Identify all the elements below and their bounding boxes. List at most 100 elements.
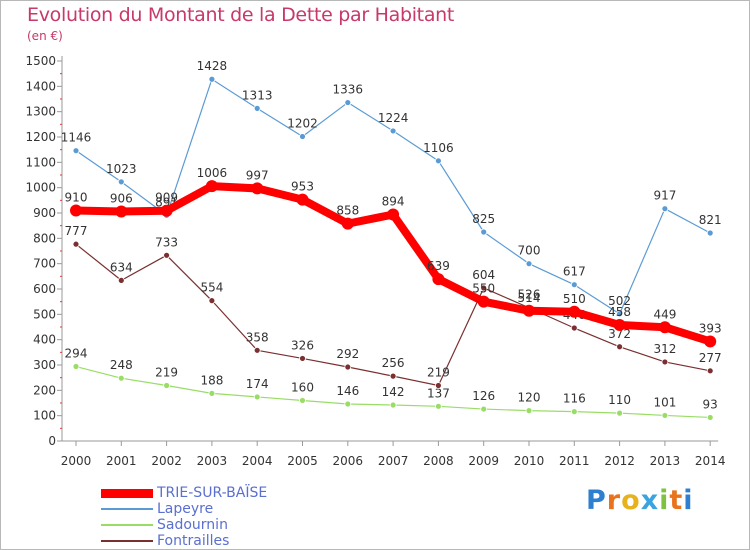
data-label-lapeyre: 1224 [378,111,409,125]
data-point-lapeyre [661,205,669,213]
data-label-sadournin: 101 [653,395,676,409]
data-point-trie-sur-ba-se [523,304,535,317]
x-tick-label: 2001 [106,454,137,468]
data-label-trie-sur-ba-se: 910 [65,190,88,204]
data-point-sadournin [480,405,488,413]
logo-letter: o [621,485,641,516]
data-point-sadournin [434,402,442,410]
data-point-trie-sur-ba-se [658,321,671,334]
legend-label: TRIE-SUR-BAÏSE [157,485,268,501]
data-label-sadournin: 174 [246,377,269,391]
logo-letter: x [640,485,660,516]
data-label-fontrailles: 733 [155,235,178,249]
data-point-fontrailles [253,346,261,354]
y-tick-label: 100 [33,409,56,423]
x-tick-label: 2000 [61,454,92,468]
data-point-trie-sur-ba-se [251,182,264,195]
data-point-sadournin [163,382,171,389]
data-label-lapeyre: 1202 [287,116,318,130]
y-tick-label: 1500 [25,54,56,68]
data-label-trie-sur-ba-se: 906 [110,191,133,205]
data-label-trie-sur-ba-se: 458 [608,305,631,319]
data-point-trie-sur-ba-se [205,180,218,193]
data-label-trie-sur-ba-se: 953 [291,180,314,194]
data-point-trie-sur-ba-se [70,204,82,217]
data-point-sadournin [616,409,623,417]
legend-swatch [101,540,153,542]
data-point-trie-sur-ba-se [160,204,173,217]
logo-letter: t [669,485,684,516]
data-point-lapeyre [208,75,216,83]
y-tick-label: 600 [33,282,56,296]
data-label-sadournin: 294 [65,347,88,361]
data-label-sadournin: 93 [703,397,718,411]
x-tick-label: 2013 [650,454,681,468]
x-tick-label: 2006 [333,454,364,468]
x-tick-label: 2010 [514,454,545,468]
data-point-trie-sur-ba-se [613,318,626,331]
data-label-sadournin: 146 [336,384,359,398]
y-tick-label: 400 [33,333,56,347]
x-tick-label: 2007 [378,454,409,468]
y-tick-label: 1400 [25,79,56,93]
data-point-fontrailles [299,355,306,362]
data-label-trie-sur-ba-se: 393 [699,321,722,335]
data-point-sadournin [299,397,306,404]
x-tick-label: 2012 [604,454,635,468]
legend-swatch [101,488,153,498]
data-label-fontrailles: 219 [427,366,450,380]
data-label-lapeyre: 502 [608,294,631,308]
x-tick-label: 2004 [242,454,273,468]
data-label-trie-sur-ba-se: 510 [563,292,586,306]
data-point-lapeyre [434,157,442,165]
data-label-trie-sur-ba-se: 514 [518,291,541,305]
legend-swatch [101,508,153,510]
data-label-sadournin: 126 [472,389,495,403]
data-label-fontrailles: 256 [382,356,405,370]
data-point-trie-sur-ba-se [704,335,717,348]
data-label-lapeyre: 825 [472,212,495,226]
y-tick-label: 700 [33,257,56,271]
data-label-sadournin: 120 [518,391,541,405]
logo-letter: i [659,485,670,516]
data-point-trie-sur-ba-se [387,208,400,221]
data-label-sadournin: 188 [200,373,223,387]
data-point-fontrailles [389,372,397,380]
data-point-fontrailles [570,324,578,332]
data-point-trie-sur-ba-se [115,205,128,218]
data-point-lapeyre [706,229,714,237]
y-tick-label: 1000 [25,181,56,195]
data-point-trie-sur-ba-se [477,295,490,308]
data-point-sadournin [344,400,352,408]
data-label-lapeyre: 1146 [61,131,92,145]
data-point-sadournin [570,408,578,416]
logo-letter: r [606,485,622,516]
y-tick-label: 500 [33,307,56,321]
data-point-sadournin [525,407,533,415]
data-point-sadournin [117,374,125,382]
logo-letter: i [683,485,694,516]
legend-label: Fontrailles [157,533,230,549]
data-label-trie-sur-ba-se: 909 [155,191,178,205]
data-point-sadournin [389,401,397,409]
y-tick-label: 1100 [25,155,56,169]
data-point-sadournin [208,389,216,397]
data-point-sadournin [253,393,261,401]
data-point-trie-sur-ba-se [296,193,309,206]
data-label-sadournin: 219 [155,366,178,380]
data-point-fontrailles [434,382,442,389]
y-tick-label: 0 [48,434,56,448]
data-label-trie-sur-ba-se: 858 [336,204,359,218]
data-label-fontrailles: 372 [608,327,631,341]
y-tick-label: 1200 [25,130,56,144]
x-tick-label: 2008 [423,454,454,468]
legend-label: Lapeyre [157,501,214,517]
data-label-trie-sur-ba-se: 550 [472,282,495,296]
data-point-trie-sur-ba-se [568,305,581,318]
data-label-fontrailles: 777 [65,224,88,238]
chart-title: Evolution du Montant de la Dette par Hab… [27,4,455,26]
x-tick-label: 2003 [197,454,228,468]
data-point-fontrailles [344,363,352,371]
x-tick-label: 2002 [151,454,182,468]
logo-letter: P [586,485,607,516]
